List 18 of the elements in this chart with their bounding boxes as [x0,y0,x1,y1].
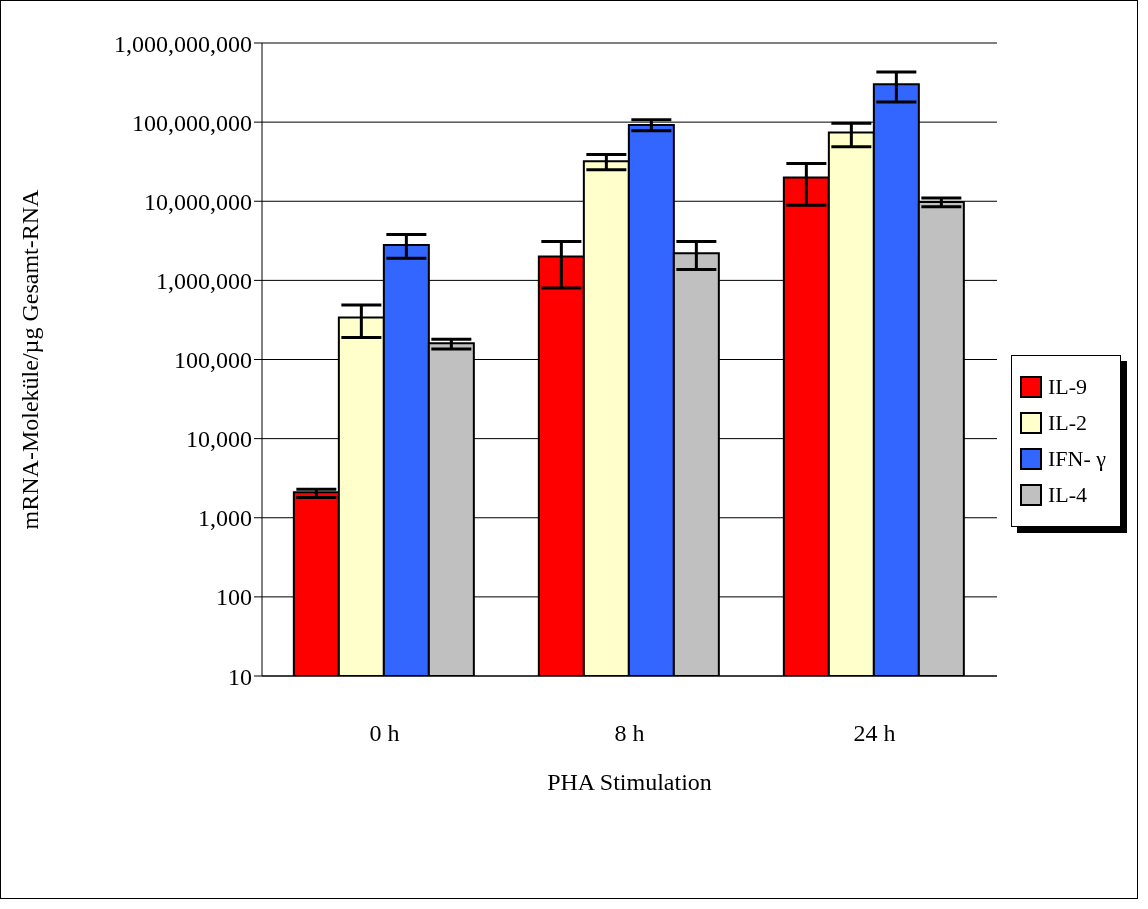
y-tick-label: 10,000 [186,426,252,453]
legend-label: IL-4 [1048,482,1088,508]
x-tick-label: 24 h [853,720,896,747]
x-axis-title: PHA Stimulation [547,769,712,795]
y-tick-label: 1,000,000,000 [114,30,252,57]
legend-label: IFN- γ [1048,446,1106,472]
y-tick-label: 100 [216,584,252,611]
y-tick-label: 1,000,000 [156,267,252,294]
legend-label: IL-2 [1048,410,1088,436]
y-tick-label: 100,000 [174,347,252,374]
y-axis-title: mRNA-Moleküle/µg Gesamt-RNA [16,188,43,530]
y-tick-label: 100,000,000 [132,109,252,136]
x-tick-label: 0 h [369,720,400,747]
y-tick-label: 10 [228,663,252,690]
y-tick-label: 1,000 [198,505,252,532]
x-tick-label: 8 h [614,720,645,747]
y-tick-label: 10,000,000 [144,188,252,215]
legend-label: IL-9 [1048,374,1088,400]
